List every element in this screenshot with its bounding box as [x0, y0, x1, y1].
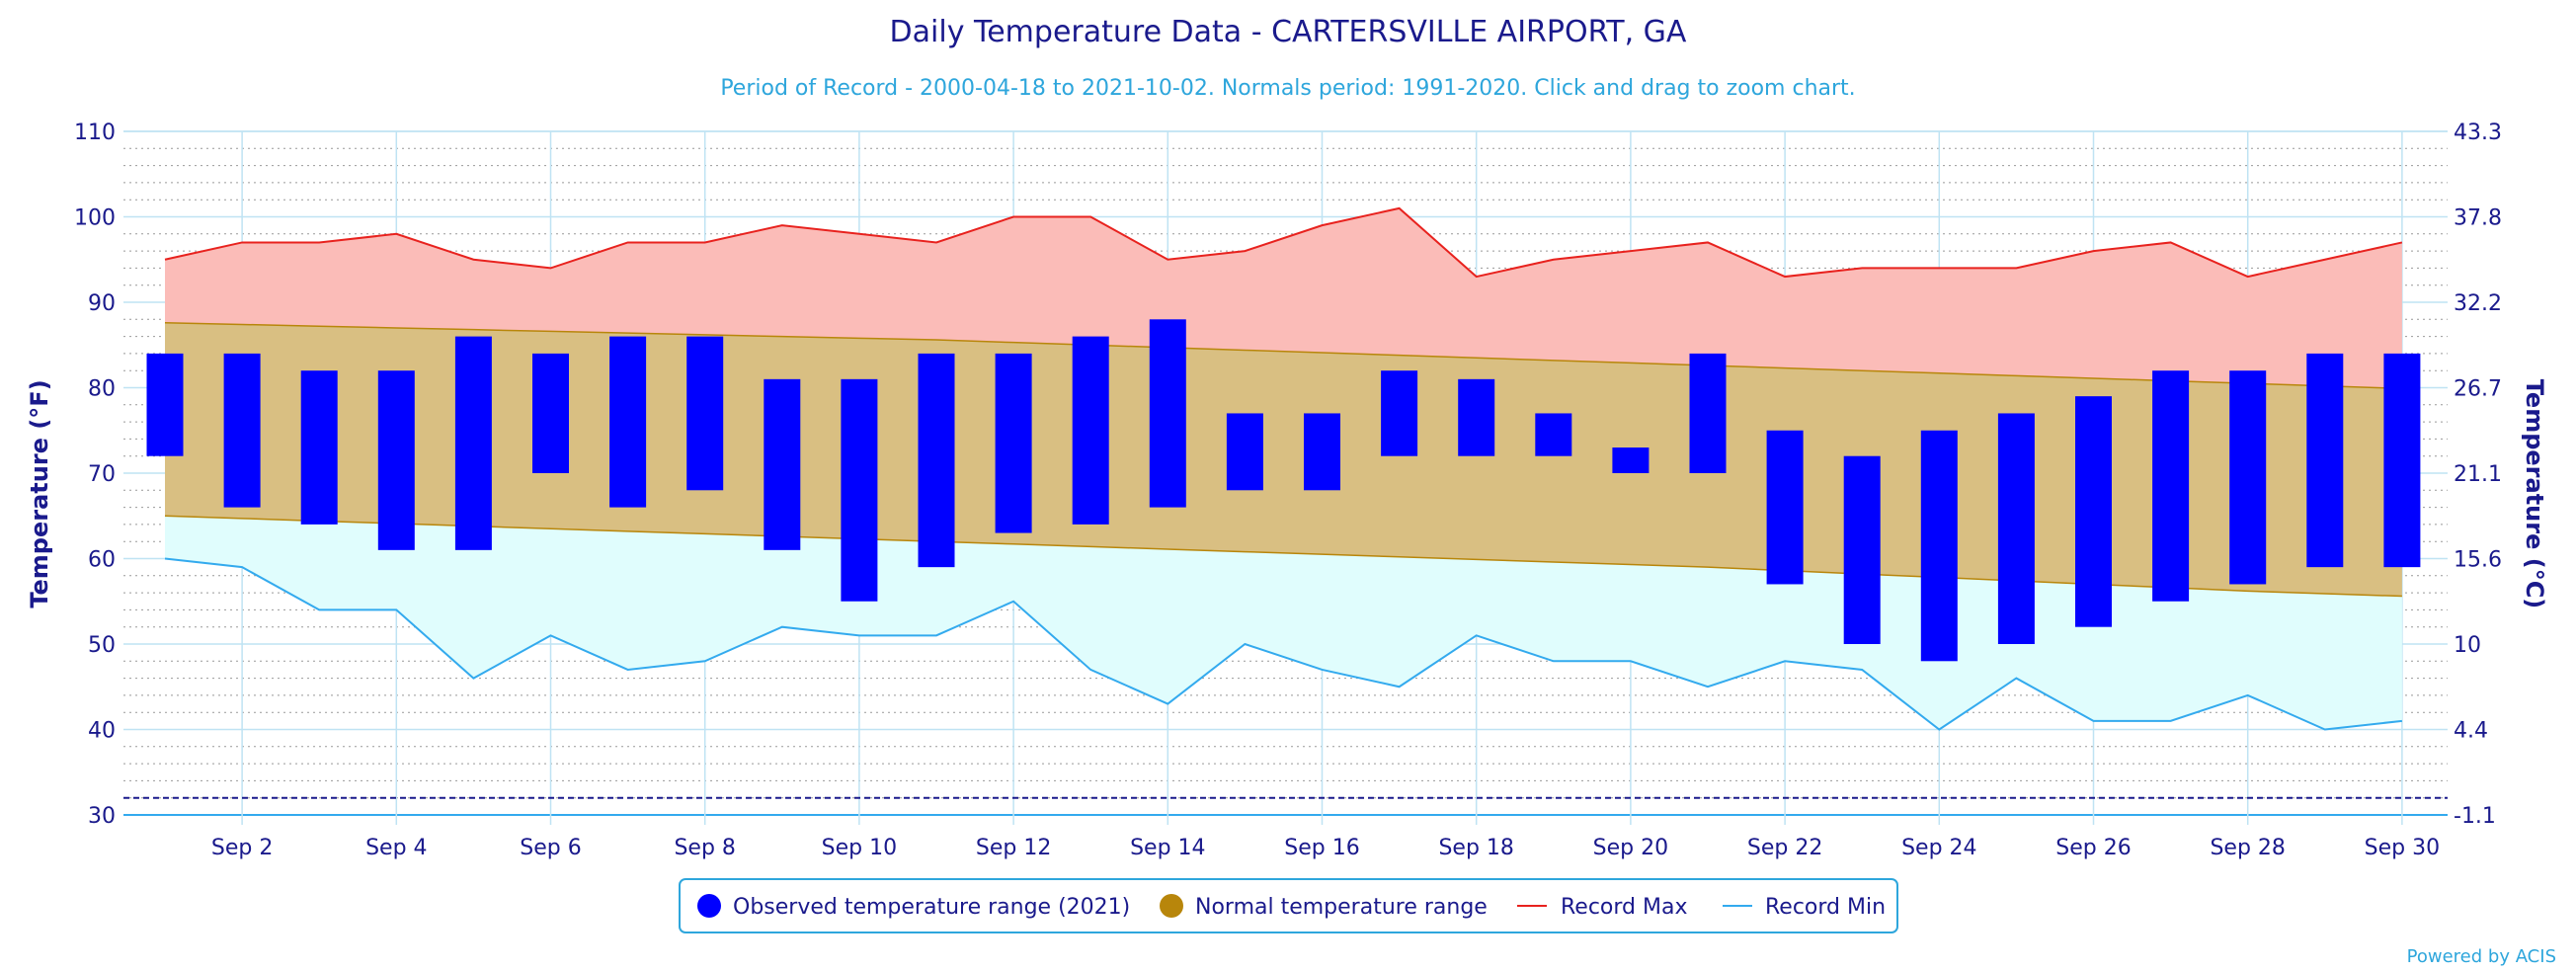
observed-bar[interactable]: [1072, 336, 1109, 525]
observed-bar[interactable]: [454, 336, 492, 550]
observed-bar[interactable]: [686, 336, 724, 491]
y-tick-label-right: 43.3: [2454, 121, 2502, 145]
x-tick-label: Sep 24: [1901, 836, 1976, 860]
x-tick-label: Sep 2: [211, 836, 273, 860]
legend: Observed temperature range (2021) Normal…: [679, 878, 1898, 933]
legend-label-record-min: Record Min: [1765, 895, 1886, 920]
record-min-area: [165, 516, 2402, 730]
y-tick-label-right: 15.6: [2454, 548, 2502, 573]
credit-link[interactable]: Powered by ACIS: [2407, 946, 2556, 967]
legend-item-record-max[interactable]: Record Max: [1517, 895, 1688, 920]
observed-bar[interactable]: [918, 353, 955, 568]
observed-bar[interactable]: [2383, 353, 2421, 568]
x-axis: Sep 2 Sep 4 Sep 6 Sep 8 Sep 10 Sep 12 Sep 14 Se…: [211, 815, 2440, 860]
legend-label-observed: Observed temperature range (2021): [733, 895, 1130, 920]
observed-bar[interactable]: [1381, 370, 1418, 456]
legend-label-normal: Normal temperature range: [1195, 895, 1488, 920]
observed-bar[interactable]: [1149, 319, 1186, 508]
x-tick-label: Sep 4: [365, 836, 427, 860]
record-max-line: [164, 206, 2403, 279]
y-tick-label-right: 10: [2454, 633, 2481, 658]
observed-bar[interactable]: [1612, 447, 1650, 473]
observed-bar[interactable]: [2152, 370, 2190, 602]
observed-bar[interactable]: [1997, 413, 2035, 644]
x-tick-label: Sep 6: [520, 836, 581, 860]
y-tick-label-right: 32.2: [2454, 291, 2502, 316]
observed-bar[interactable]: [377, 370, 415, 550]
observed-bar[interactable]: [1535, 413, 1572, 456]
observed-bars: [146, 319, 2421, 662]
y-tick-label-left: 60: [88, 548, 116, 573]
chart-title: Daily Temperature Data - CARTERSVILLE AI…: [890, 15, 1687, 49]
legend-item-observed[interactable]: Observed temperature range (2021): [697, 894, 1130, 920]
record-max-area: [165, 207, 2402, 389]
y-axis-left-title: Temperature (°F): [26, 379, 53, 608]
y-axis-left: 30 40 50 60 70 80 90 100 110: [74, 121, 116, 829]
legend-label-record-max: Record Max: [1561, 895, 1688, 920]
y-tick-label-left: 90: [88, 291, 116, 316]
y-tick-label-right: 37.8: [2454, 206, 2502, 231]
x-tick-label: Sep 14: [1130, 836, 1205, 860]
x-tick-label: Sep 8: [674, 836, 735, 860]
y-tick-label-left: 100: [74, 206, 116, 231]
observed-bar[interactable]: [995, 353, 1032, 533]
y-axis-right-title: Temperature (°C): [2521, 379, 2548, 609]
legend-item-record-min[interactable]: Record Min: [1723, 895, 1886, 920]
observed-bar[interactable]: [1920, 430, 1958, 662]
x-tick-label: Sep 12: [976, 836, 1051, 860]
y-tick-label-left: 50: [88, 633, 116, 658]
x-tick-label: Sep 20: [1593, 836, 1668, 860]
y-tick-label-left: 80: [88, 377, 116, 402]
record-min-band: [165, 516, 2402, 730]
y-tick-label-left: 30: [88, 804, 116, 829]
observed-bar[interactable]: [2075, 396, 2112, 627]
observed-bar[interactable]: [146, 353, 184, 456]
x-tick-label: Sep 18: [1438, 836, 1513, 860]
y-axis-right: -1.1 4.4 10 15.6 21.1 26.7 32.2 37.8 43.3: [2454, 121, 2502, 829]
legend-item-normal[interactable]: Normal temperature range: [1160, 894, 1488, 920]
observed-bar[interactable]: [1226, 413, 1263, 491]
record-max-band: [165, 207, 2402, 389]
legend-swatch-normal: [1160, 894, 1183, 918]
y-tick-label-right: 26.7: [2454, 377, 2502, 402]
x-tick-label: Sep 26: [2055, 836, 2131, 860]
legend-box: [679, 878, 1898, 933]
y-tick-label-left: 70: [88, 462, 116, 487]
observed-bar[interactable]: [609, 336, 647, 508]
observed-bar[interactable]: [223, 353, 261, 508]
y-tick-label-left: 110: [74, 121, 116, 145]
normal-area: [165, 322, 2402, 597]
y-tick-label-right: 21.1: [2454, 462, 2502, 487]
observed-bar[interactable]: [1766, 430, 1804, 585]
y-tick-label-right: -1.1: [2454, 804, 2496, 829]
x-tick-label: Sep 22: [1747, 836, 1822, 860]
normal-band: [165, 322, 2402, 597]
observed-bar[interactable]: [841, 378, 878, 602]
observed-bar[interactable]: [2229, 370, 2267, 585]
observed-bar[interactable]: [1689, 353, 1727, 473]
x-tick-label: Sep 30: [2365, 836, 2440, 860]
y-tick-label-right: 4.4: [2454, 719, 2488, 744]
x-tick-label: Sep 28: [2210, 836, 2285, 860]
observed-bar[interactable]: [1304, 413, 1340, 491]
legend-swatch-observed: [697, 894, 721, 918]
observed-bar[interactable]: [764, 378, 801, 550]
observed-bar[interactable]: [1458, 378, 1495, 456]
observed-bar[interactable]: [2306, 353, 2344, 568]
x-tick-label: Sep 16: [1284, 836, 1359, 860]
chart-subtitle: Period of Record - 2000-04-18 to 2021-10…: [720, 76, 1855, 101]
observed-bar[interactable]: [300, 370, 338, 525]
observed-bar[interactable]: [532, 353, 569, 473]
record-min-line: [164, 557, 2403, 731]
x-tick-label: Sep 10: [822, 836, 897, 860]
observed-bar[interactable]: [1843, 455, 1881, 644]
normal-high-line: [164, 322, 2402, 390]
y-tick-label-left: 40: [88, 719, 116, 744]
